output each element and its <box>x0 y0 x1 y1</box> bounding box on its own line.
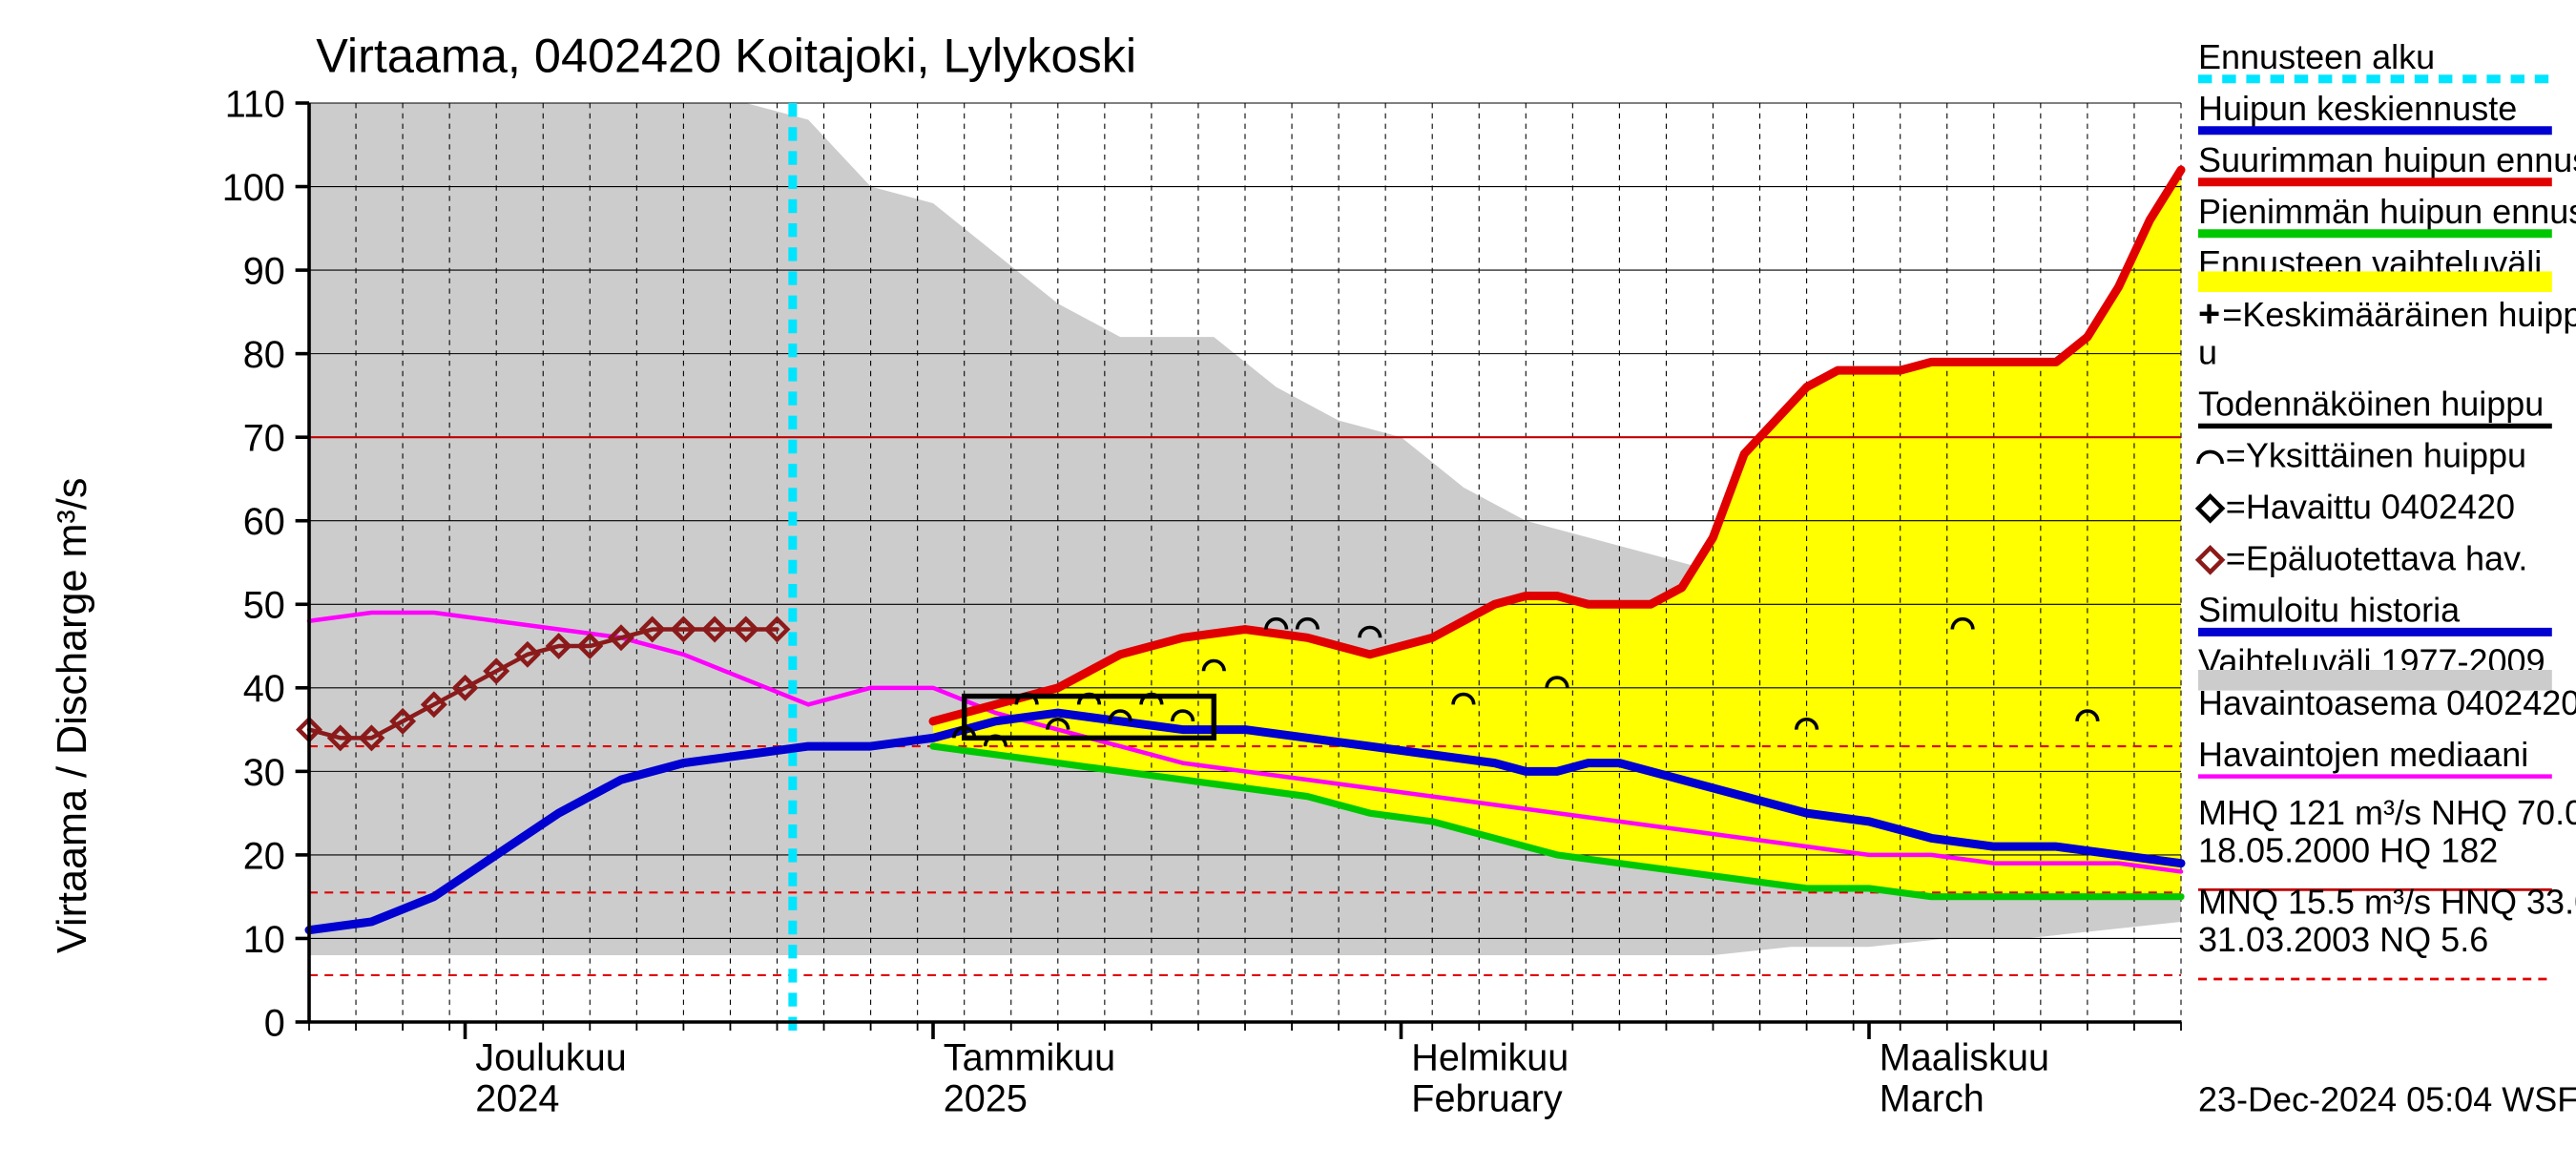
legend-label: Ennusteen alku <box>2198 37 2435 76</box>
legend-label: Havaintojen mediaani <box>2198 735 2528 774</box>
ytick-label: 0 <box>264 1002 285 1044</box>
legend-label-wrap: u <box>2198 333 2217 372</box>
legend-label: Pienimmän huipun ennuste <box>2198 192 2576 231</box>
legend-label: =Epäluotettava hav. <box>2226 539 2528 578</box>
stats-hq: 18.05.2000 HQ 182 <box>2198 831 2498 870</box>
ytick-label: 20 <box>243 835 285 877</box>
ytick-label: 70 <box>243 418 285 460</box>
footer-timestamp: 23-Dec-2024 05:04 WSFS-O <box>2198 1080 2576 1119</box>
ytick-label: 80 <box>243 334 285 376</box>
hydrograph-chart: 0 10 20 30 40 50 60 70 80 90 100 110 Joulukuu2024 Tam… <box>0 0 2576 1168</box>
stats-nq: 31.03.2003 NQ 5.6 <box>2198 920 2488 959</box>
ytick-label: 50 <box>243 585 285 627</box>
ytick-label: 100 <box>222 167 285 209</box>
stats-mnq: MNQ 15.5 m³/s HNQ 33.0 <box>2198 883 2576 922</box>
chart-title: Virtaama, 0402420 Koitajoki, Lylykoski <box>316 29 1136 83</box>
ytick-label: 30 <box>243 752 285 794</box>
legend-label: Havaintoasema 0402420 <box>2198 683 2576 722</box>
xtick-label-en: 2025 <box>944 1078 1028 1120</box>
legend-label: =Yksittäinen huippu <box>2226 436 2526 475</box>
xtick-label-en: February <box>1411 1078 1563 1120</box>
xtick-label-fi: Tammikuu <box>944 1036 1115 1078</box>
ytick-label: 90 <box>243 250 285 292</box>
legend-label: Suurimman huipun ennuste <box>2198 140 2576 179</box>
legend-label: Simuloitu historia <box>2198 591 2461 630</box>
y-axis-label: Virtaama / Discharge m³/s <box>50 478 95 953</box>
legend-label: =Havaittu 0402420 <box>2226 488 2515 527</box>
ytick-label: 10 <box>243 919 285 961</box>
xtick-label-en: 2024 <box>475 1078 559 1120</box>
ytick-label: 110 <box>225 83 285 125</box>
chart-container: 0 10 20 30 40 50 60 70 80 90 100 110 Joulukuu2024 Tam… <box>0 0 2576 1168</box>
stats-mhq: MHQ 121 m³/s NHQ 70.0 <box>2198 793 2576 832</box>
xtick-label-fi: Helmikuu <box>1411 1036 1568 1078</box>
legend-label: =Keskimääräinen huipp <box>2222 295 2576 334</box>
xtick-label-fi: Joulukuu <box>475 1036 626 1078</box>
xtick-label-fi: Maaliskuu <box>1880 1036 2049 1078</box>
ytick-label: 40 <box>243 668 285 710</box>
legend-swatch-yellow <box>2198 271 2552 292</box>
xtick-label-en: March <box>1880 1078 1984 1120</box>
legend-label: Huipun keskiennuste <box>2198 89 2517 128</box>
ytick-label: 60 <box>243 501 285 543</box>
legend-label: Todennäköinen huippu <box>2198 385 2544 424</box>
legend-prefix-plus: + <box>2198 293 2220 335</box>
